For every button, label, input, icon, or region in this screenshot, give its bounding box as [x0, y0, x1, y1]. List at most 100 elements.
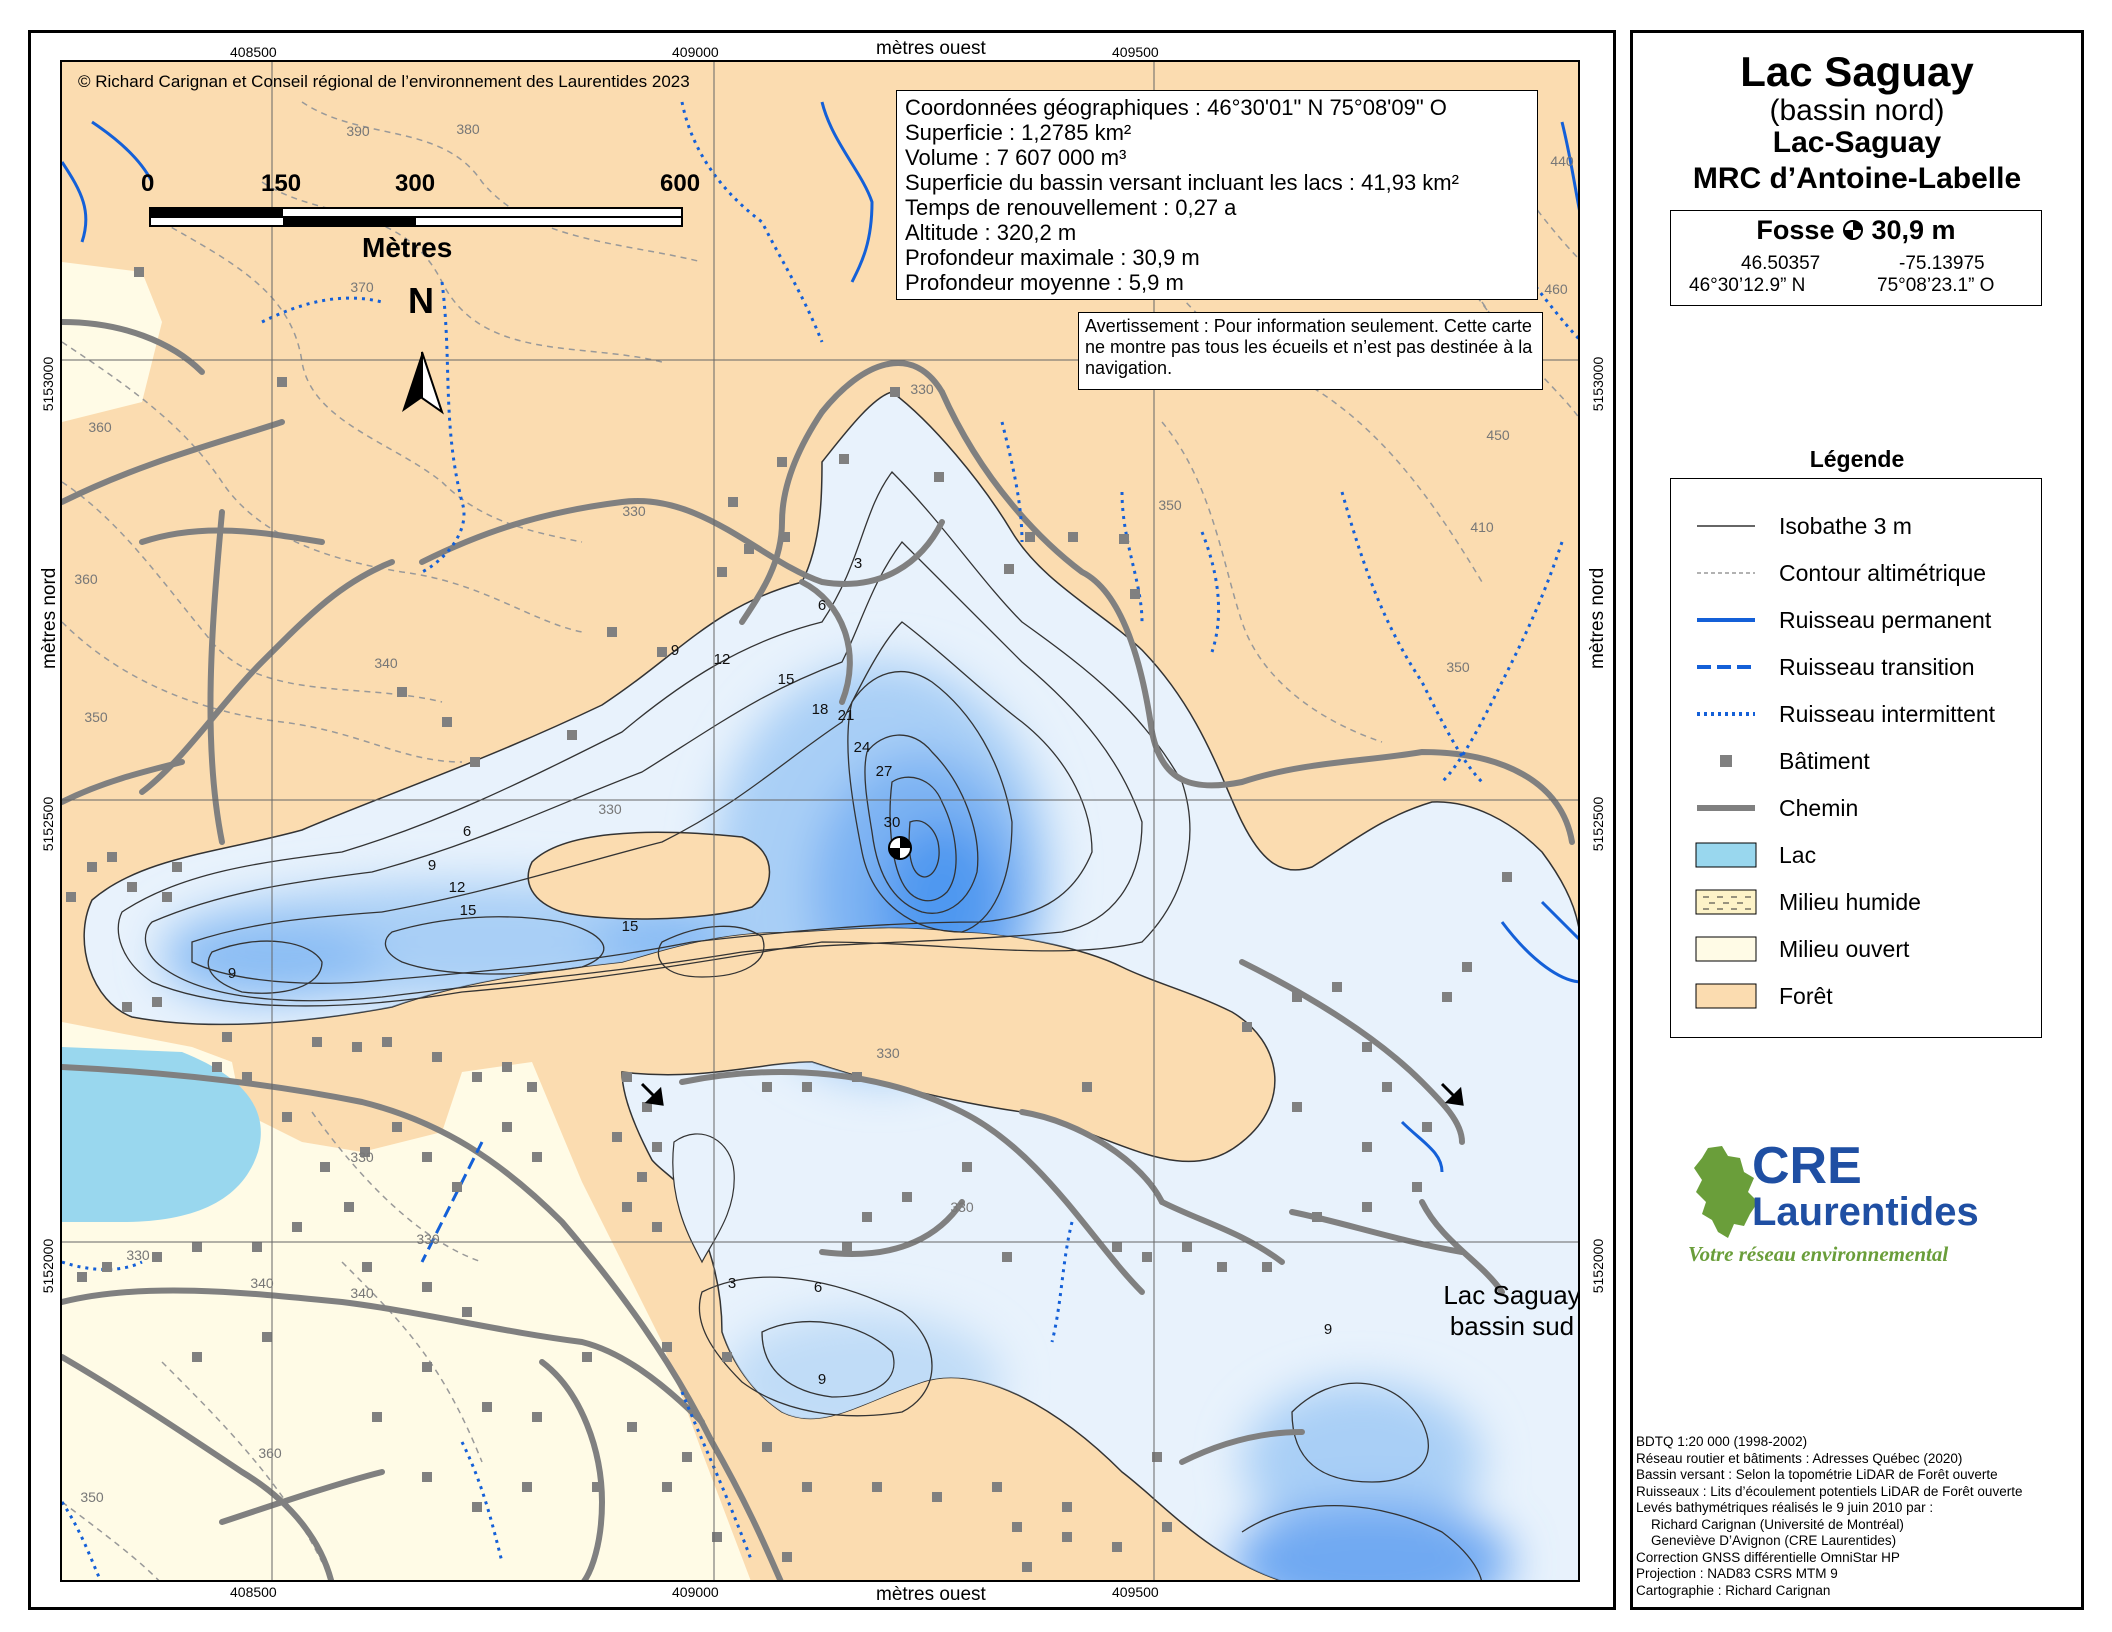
depth-label: 12 — [714, 651, 731, 668]
axis-title-right: mètres nord — [1587, 567, 1608, 669]
bathymetric-map[interactable]: 3 6 9 12 15 18 21 24 27 30 6 9 12 15 15 … — [60, 60, 1580, 1582]
stream-transition-icon — [1697, 665, 1755, 669]
logo-line1: CRE — [1752, 1137, 1862, 1195]
elevation-label: 330 — [598, 801, 622, 817]
depth-label: 27 — [876, 763, 893, 780]
legend-label: Lac — [1779, 842, 1817, 868]
fosse-lat-dms: 46°30’12.9” N — [1689, 275, 1806, 296]
map-title: Lac Saguay — [1740, 48, 1974, 95]
side-panel-frame — [1630, 30, 2084, 1610]
legend-label: Isobathe 3 m — [1779, 513, 1912, 539]
map-copyright: © Richard Carignan et Conseil régional d… — [78, 72, 690, 91]
map-grid — [62, 62, 1578, 1580]
x-tick-bottom: 409500 — [1112, 1584, 1159, 1600]
building-icon — [1720, 755, 1732, 767]
legend-label: Milieu humide — [1779, 889, 1921, 915]
credit-line: Cartographie : Richard Carignan — [1636, 1582, 1831, 1598]
credit-line: BDTQ 1:20 000 (1998-2002) — [1636, 1434, 1808, 1449]
stream-permanent — [820, 101, 874, 283]
legend-label: Ruisseau transition — [1779, 654, 1975, 680]
navigation-warning: Avertissement : Pour information seuleme… — [1078, 312, 1543, 390]
elevation-label: 330 — [910, 381, 934, 397]
fosse-lon-decimal: -75.13975 — [1899, 253, 1985, 274]
elevation-label: 380 — [456, 121, 480, 137]
map-subtitle: (bassin nord) — [1769, 94, 1945, 127]
scale-tick-label: 600 — [660, 170, 701, 197]
legend-item: Ruisseau permanent — [1671, 603, 2041, 635]
stream-intermittent — [62, 1260, 143, 1271]
depth-labels: 3 6 9 12 15 18 21 24 27 30 6 9 12 15 15 … — [228, 555, 1332, 1388]
depth-label: 24 — [854, 739, 871, 756]
map-credits: BDTQ 1:20 000 (1998-2002) Réseau routier… — [1636, 1434, 2076, 1599]
x-tick-top: 409000 — [672, 44, 719, 60]
legend-label: Ruisseau intermittent — [1779, 701, 1996, 727]
depth-label: 12 — [449, 879, 466, 896]
legend-item: Ruisseau transition — [1671, 650, 2041, 682]
mrc-name: MRC d’Antoine-Labelle — [1692, 162, 2022, 195]
legend-label: Contour altimétrique — [1779, 560, 1987, 586]
legend-title: Légende — [1809, 446, 1905, 472]
legend-item: Forêt — [1671, 979, 2041, 1011]
map-frame — [28, 30, 1616, 1610]
info-line: Superficie : 1,2785 km² — [905, 120, 1132, 145]
legend-label: Milieu ouvert — [1779, 936, 1910, 962]
stream-permanent — [1400, 1120, 1444, 1173]
depth-label: 30 — [884, 814, 901, 831]
elevation-label: 330 — [350, 1149, 374, 1165]
north-arrow-icon — [402, 351, 444, 415]
south-basin-label: Lac Saguay bassin sud — [1443, 1280, 1580, 1341]
depth-label: 15 — [460, 902, 477, 919]
stream-intermittent — [680, 1391, 754, 1563]
legend-item: Milieu humide — [1671, 885, 2041, 917]
island — [527, 831, 771, 920]
legend-item: Chemin — [1671, 791, 2041, 823]
stream-permanent — [62, 161, 88, 243]
axis-title-top: mètres ouest — [876, 38, 986, 59]
legend-label: Ruisseau permanent — [1779, 607, 1992, 633]
buildings — [66, 267, 1512, 1572]
elevation-label: 410 — [1470, 519, 1494, 535]
fosse-heading: Fosse 30,9 m — [1671, 215, 2041, 246]
stream-permanent — [1500, 921, 1578, 984]
credit-line: Projection : NAD83 CSRS MTM 9 — [1636, 1566, 1838, 1581]
credit-line: Réseau routier et bâtiments : Adresses Q… — [1636, 1450, 1963, 1466]
legend-label: Chemin — [1779, 795, 1859, 821]
legend-item: Isobathe 3 m — [1671, 509, 2041, 541]
stream-intermittent — [460, 1441, 504, 1563]
scale-tick-label: 300 — [395, 170, 436, 197]
legend-item: Milieu ouvert — [1671, 932, 2041, 964]
elevation-label: 360 — [74, 571, 98, 587]
open-area — [62, 262, 162, 422]
depth-label: 6 — [814, 1279, 822, 1296]
credit-line: Richard Carignan (Université de Montréal… — [1636, 1516, 1904, 1532]
legend-item: Ruisseau intermittent — [1671, 697, 2041, 729]
y-tick-right: 5152500 — [1590, 796, 1606, 852]
isobath-symbol-icon — [1697, 525, 1755, 527]
legend-label: Bâtiment — [1779, 748, 1870, 774]
y-tick-left: 5153000 — [40, 356, 56, 412]
y-tick-right: 5153000 — [1590, 356, 1606, 412]
cre-laurentides-logo: CRE Laurentides Votre réseau environneme… — [1680, 1140, 2020, 1270]
wetland-fill-icon — [1695, 889, 1757, 915]
elevation-label: 350 — [80, 1489, 104, 1505]
info-line: Temps de renouvellement : 0,27 a — [905, 195, 1237, 220]
deepest-point-marker — [888, 836, 912, 860]
credit-line: Correction GNSS différentielle OmniStar … — [1636, 1549, 1900, 1565]
deepest-point-box: Fosse 30,9 m 46.50357 -75.13975 46°30’12… — [1670, 210, 2042, 306]
depth-label: 6 — [818, 597, 826, 614]
depth-label: 9 — [818, 1371, 826, 1388]
stream-permanent — [1560, 121, 1578, 211]
legend-item: Lac — [1671, 838, 2041, 870]
stream-transition — [420, 1141, 484, 1263]
info-line: Profondeur moyenne : 5,9 m — [905, 270, 1184, 295]
fosse-lat-decimal: 46.50357 — [1741, 253, 1821, 274]
stream-permanent — [91, 120, 154, 183]
credit-line: Geneviève D’Avignon (CRE Laurentides) — [1636, 1533, 1897, 1548]
depth-label: 3 — [854, 555, 862, 572]
stream-intermittent — [1120, 491, 1144, 623]
depth-label: 15 — [622, 918, 639, 935]
scale-unit-label: Mètres — [362, 232, 453, 263]
elevation-label: 330 — [876, 1045, 900, 1061]
depth-label: 6 — [463, 823, 471, 840]
stream-intermittent — [1200, 531, 1221, 653]
